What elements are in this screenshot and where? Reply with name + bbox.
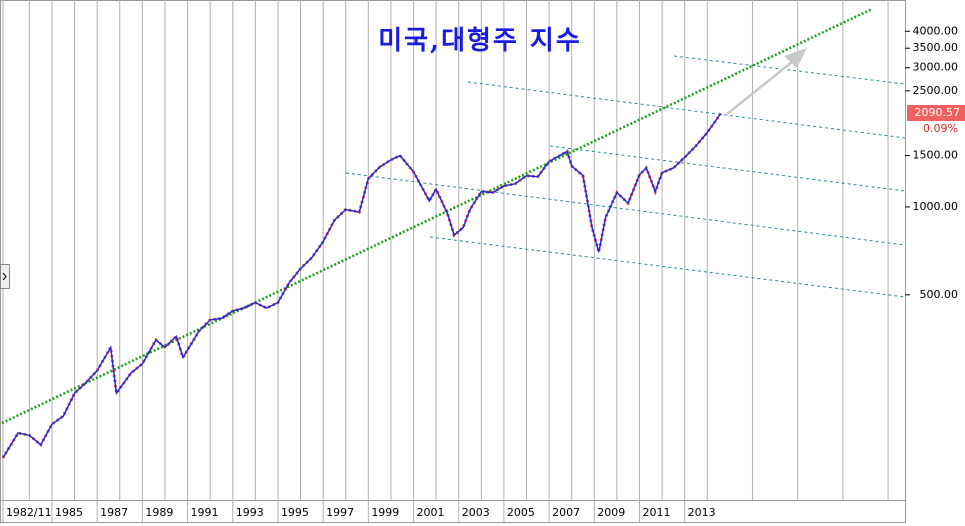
- channel-line: [673, 55, 906, 85]
- channel-line: [467, 81, 906, 139]
- y-tick-label: 1000.00: [913, 200, 959, 213]
- change-label: 0.09%: [923, 122, 958, 135]
- x-tick-label: 2003: [462, 506, 490, 519]
- channel-lines: [345, 55, 906, 298]
- y-tick-label: 3000.00: [913, 61, 959, 74]
- x-tick-label: 1999: [371, 506, 399, 519]
- plot-frame: [0, 0, 906, 501]
- price-line: [2, 113, 722, 459]
- y-tick-label: 2500.00: [913, 84, 959, 97]
- toggle-icon: [2, 272, 7, 281]
- y-tick-label: 4000.00: [913, 24, 959, 37]
- x-tick-label: 1987: [100, 506, 128, 519]
- y-tick-label: 1500.00: [913, 149, 959, 162]
- x-tick-label: 1997: [326, 506, 354, 519]
- arrow-shaft: [726, 57, 798, 115]
- x-tick-label: 2007: [552, 506, 580, 519]
- y-tick-label: 500.00: [920, 288, 959, 301]
- chart-title: 미국,대형주 지수: [378, 26, 582, 56]
- channel-line: [345, 172, 906, 246]
- x-tick-label: 1991: [191, 506, 219, 519]
- x-tick-label: 1985: [55, 506, 83, 519]
- price-badge: [907, 105, 965, 121]
- x-tick-label: 2013: [688, 506, 716, 519]
- y-tick-label: 3500.00: [913, 41, 959, 54]
- x-tick-label: 2005: [507, 506, 535, 519]
- arrow-head: [784, 48, 807, 68]
- x-tick-label: 2001: [417, 506, 445, 519]
- panel-toggle[interactable]: [0, 264, 10, 289]
- x-tick-label: 1993: [236, 506, 264, 519]
- channel-line: [429, 236, 906, 298]
- x-tick-label: 2011: [642, 506, 670, 519]
- x-axis-frame: [0, 500, 906, 523]
- price-label: 2090.57: [915, 106, 961, 119]
- x-tick-label: 1989: [145, 506, 173, 519]
- trend-line: [1, 7, 873, 425]
- x-tick-label: 1995: [281, 506, 309, 519]
- x-tick-label: 2009: [597, 506, 625, 519]
- x-tick-label: 1982/11: [6, 506, 52, 519]
